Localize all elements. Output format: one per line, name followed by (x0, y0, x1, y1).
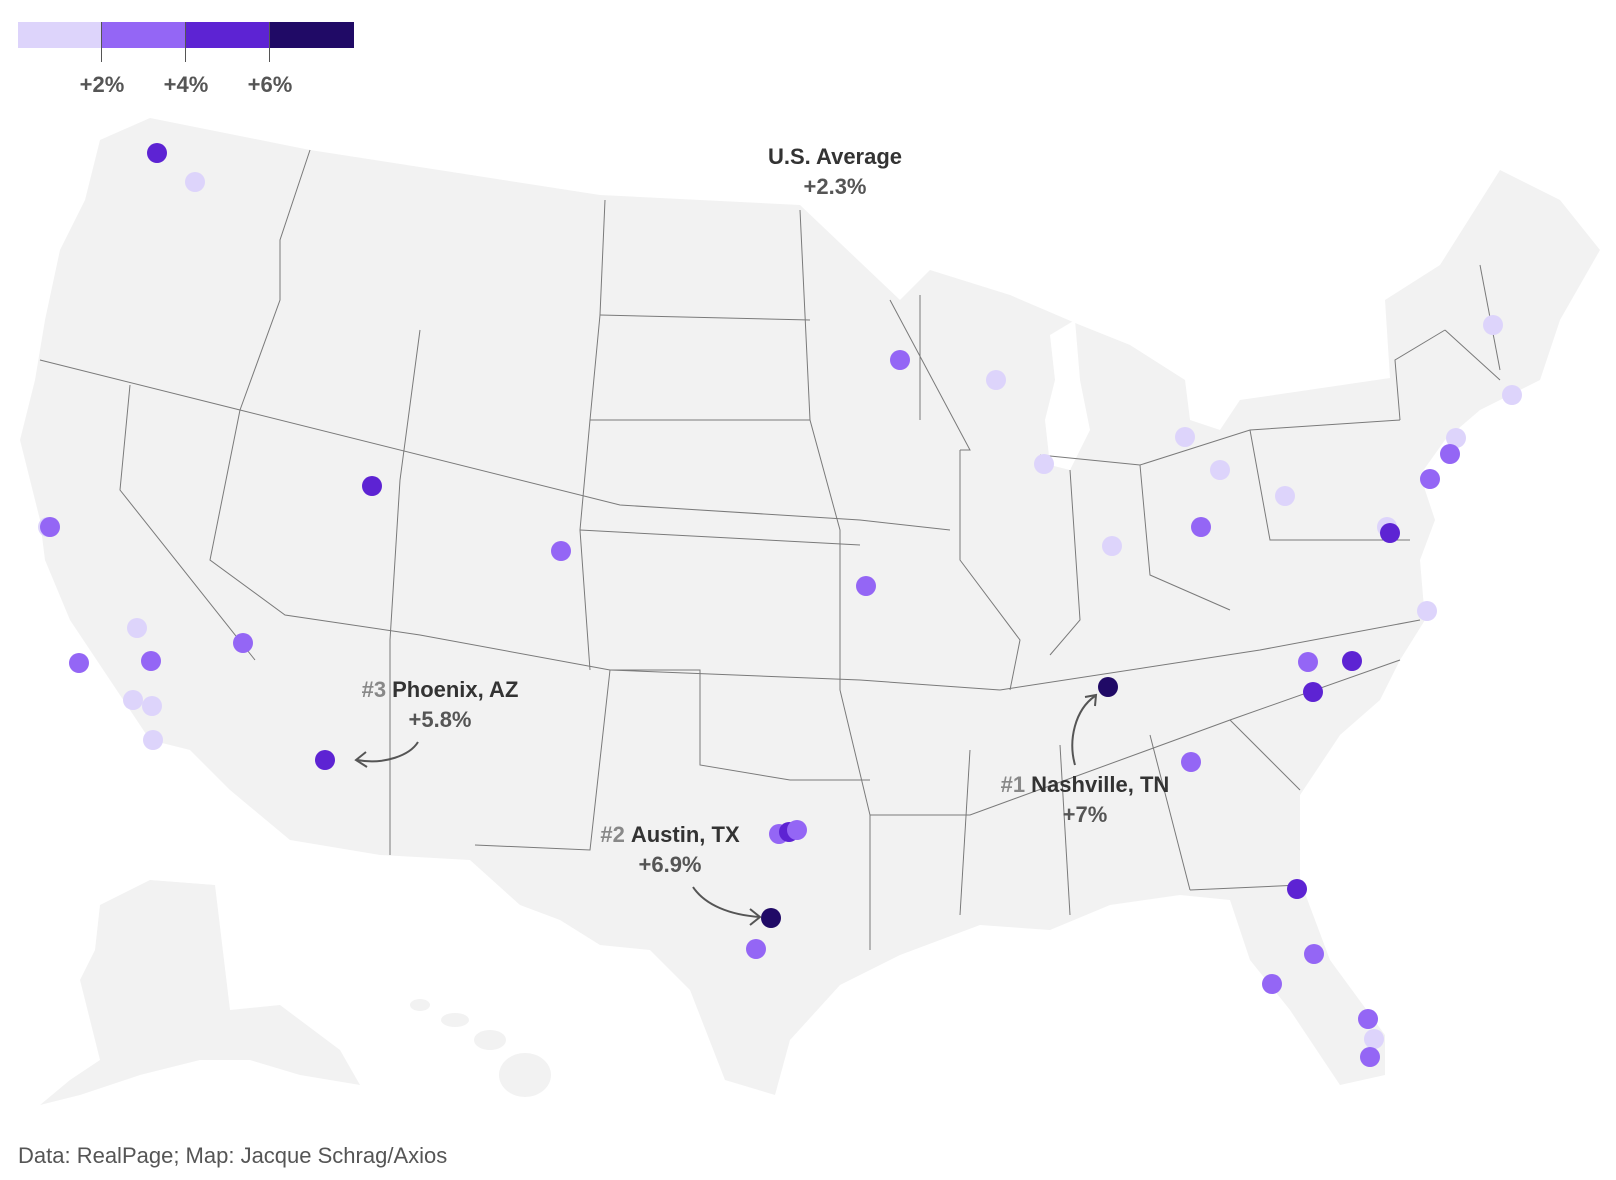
legend-tick-label: +2% (79, 72, 125, 97)
phoenix-arrow (356, 741, 419, 763)
city-dot (1098, 677, 1118, 697)
legend-bin-1 (18, 22, 101, 48)
city-dot (40, 517, 60, 537)
city-dot (1380, 523, 1400, 543)
nashville-rank: #1 (1000, 772, 1026, 797)
us-average-label: U.S. Average (767, 144, 903, 169)
city-dots (38, 143, 1522, 1067)
city-dot (1210, 460, 1230, 480)
city-dot (362, 476, 382, 496)
city-dot (123, 690, 143, 710)
phoenix-arrowhead (354, 751, 368, 768)
city-dot (1287, 879, 1307, 899)
city-dot (1102, 536, 1122, 556)
state-borders (39, 149, 1501, 950)
city-dot (185, 172, 205, 192)
city-dot (142, 696, 162, 716)
source-credit: Data: RealPage; Map: Jacque Schrag/Axios (18, 1143, 448, 1168)
city-dot (1191, 517, 1211, 537)
city-dot (1262, 974, 1282, 994)
city-dot (1420, 469, 1440, 489)
us-average-annotation: U.S. Average +2.3% (730, 142, 940, 202)
city-dot (986, 370, 1006, 390)
hawaii-land (410, 999, 551, 1097)
city-dot (856, 576, 876, 596)
city-dot (143, 730, 163, 750)
austin-annotation: #2 Austin, TX +6.9% (580, 820, 760, 880)
city-dot (746, 939, 766, 959)
nashville-arrowhead (1084, 693, 1098, 707)
city-dot (69, 653, 89, 673)
city-dot (890, 350, 910, 370)
city-dot (1175, 427, 1195, 447)
austin-arrow (692, 886, 761, 918)
city-dot (1364, 1029, 1384, 1049)
city-dot (233, 633, 253, 653)
city-dot (787, 820, 807, 840)
city-dot (1483, 315, 1503, 335)
city-dot (1358, 1009, 1378, 1029)
legend-bin-3 (185, 22, 269, 48)
austin-arrowhead (749, 908, 762, 926)
city-dot (315, 750, 335, 770)
city-dot (1275, 486, 1295, 506)
city-dot (1446, 428, 1466, 448)
city-dot (147, 143, 167, 163)
us-average-value: +2.3% (803, 174, 867, 199)
legend-bin-2 (101, 22, 185, 48)
austin-city: Austin, TX (630, 822, 740, 847)
city-dot (1304, 944, 1324, 964)
nashville-value: +7% (1062, 802, 1108, 827)
legend-tick (269, 22, 270, 62)
city-dot (127, 618, 147, 638)
city-dot (1034, 454, 1054, 474)
city-dot (1360, 1047, 1380, 1067)
city-dot (1303, 682, 1323, 702)
city-dot (761, 908, 781, 928)
nashville-city: Nashville, TN (1031, 772, 1170, 797)
city-dot (1181, 752, 1201, 772)
city-dot (141, 651, 161, 671)
phoenix-annotation: #3 Phoenix, AZ +5.8% (340, 675, 540, 735)
color-legend: +2% +4% +6% (18, 22, 358, 102)
austin-value: +6.9% (638, 852, 702, 877)
annotation-arrows (354, 693, 1098, 926)
legend-tick (185, 22, 186, 62)
city-dot (1440, 444, 1460, 464)
us-land (20, 118, 1600, 1095)
city-dot (1417, 601, 1437, 621)
legend-tick-label: +6% (247, 72, 293, 97)
alaska-land (40, 880, 360, 1105)
austin-rank: #2 (600, 822, 625, 847)
city-dot (1298, 652, 1318, 672)
phoenix-city: Phoenix, AZ (392, 677, 519, 702)
phoenix-value: +5.8% (408, 707, 472, 732)
nashville-arrow (1071, 695, 1096, 766)
legend-tick-label: +4% (163, 72, 209, 97)
city-dot (1502, 385, 1522, 405)
legend-tick (101, 22, 102, 62)
phoenix-rank: #3 (361, 677, 387, 702)
nashville-annotation: #1 Nashville, TN +7% (985, 770, 1185, 830)
legend-bin-4 (269, 22, 354, 48)
city-dot (1342, 651, 1362, 671)
city-dot (551, 541, 571, 561)
lake-michigan (1045, 320, 1090, 470)
